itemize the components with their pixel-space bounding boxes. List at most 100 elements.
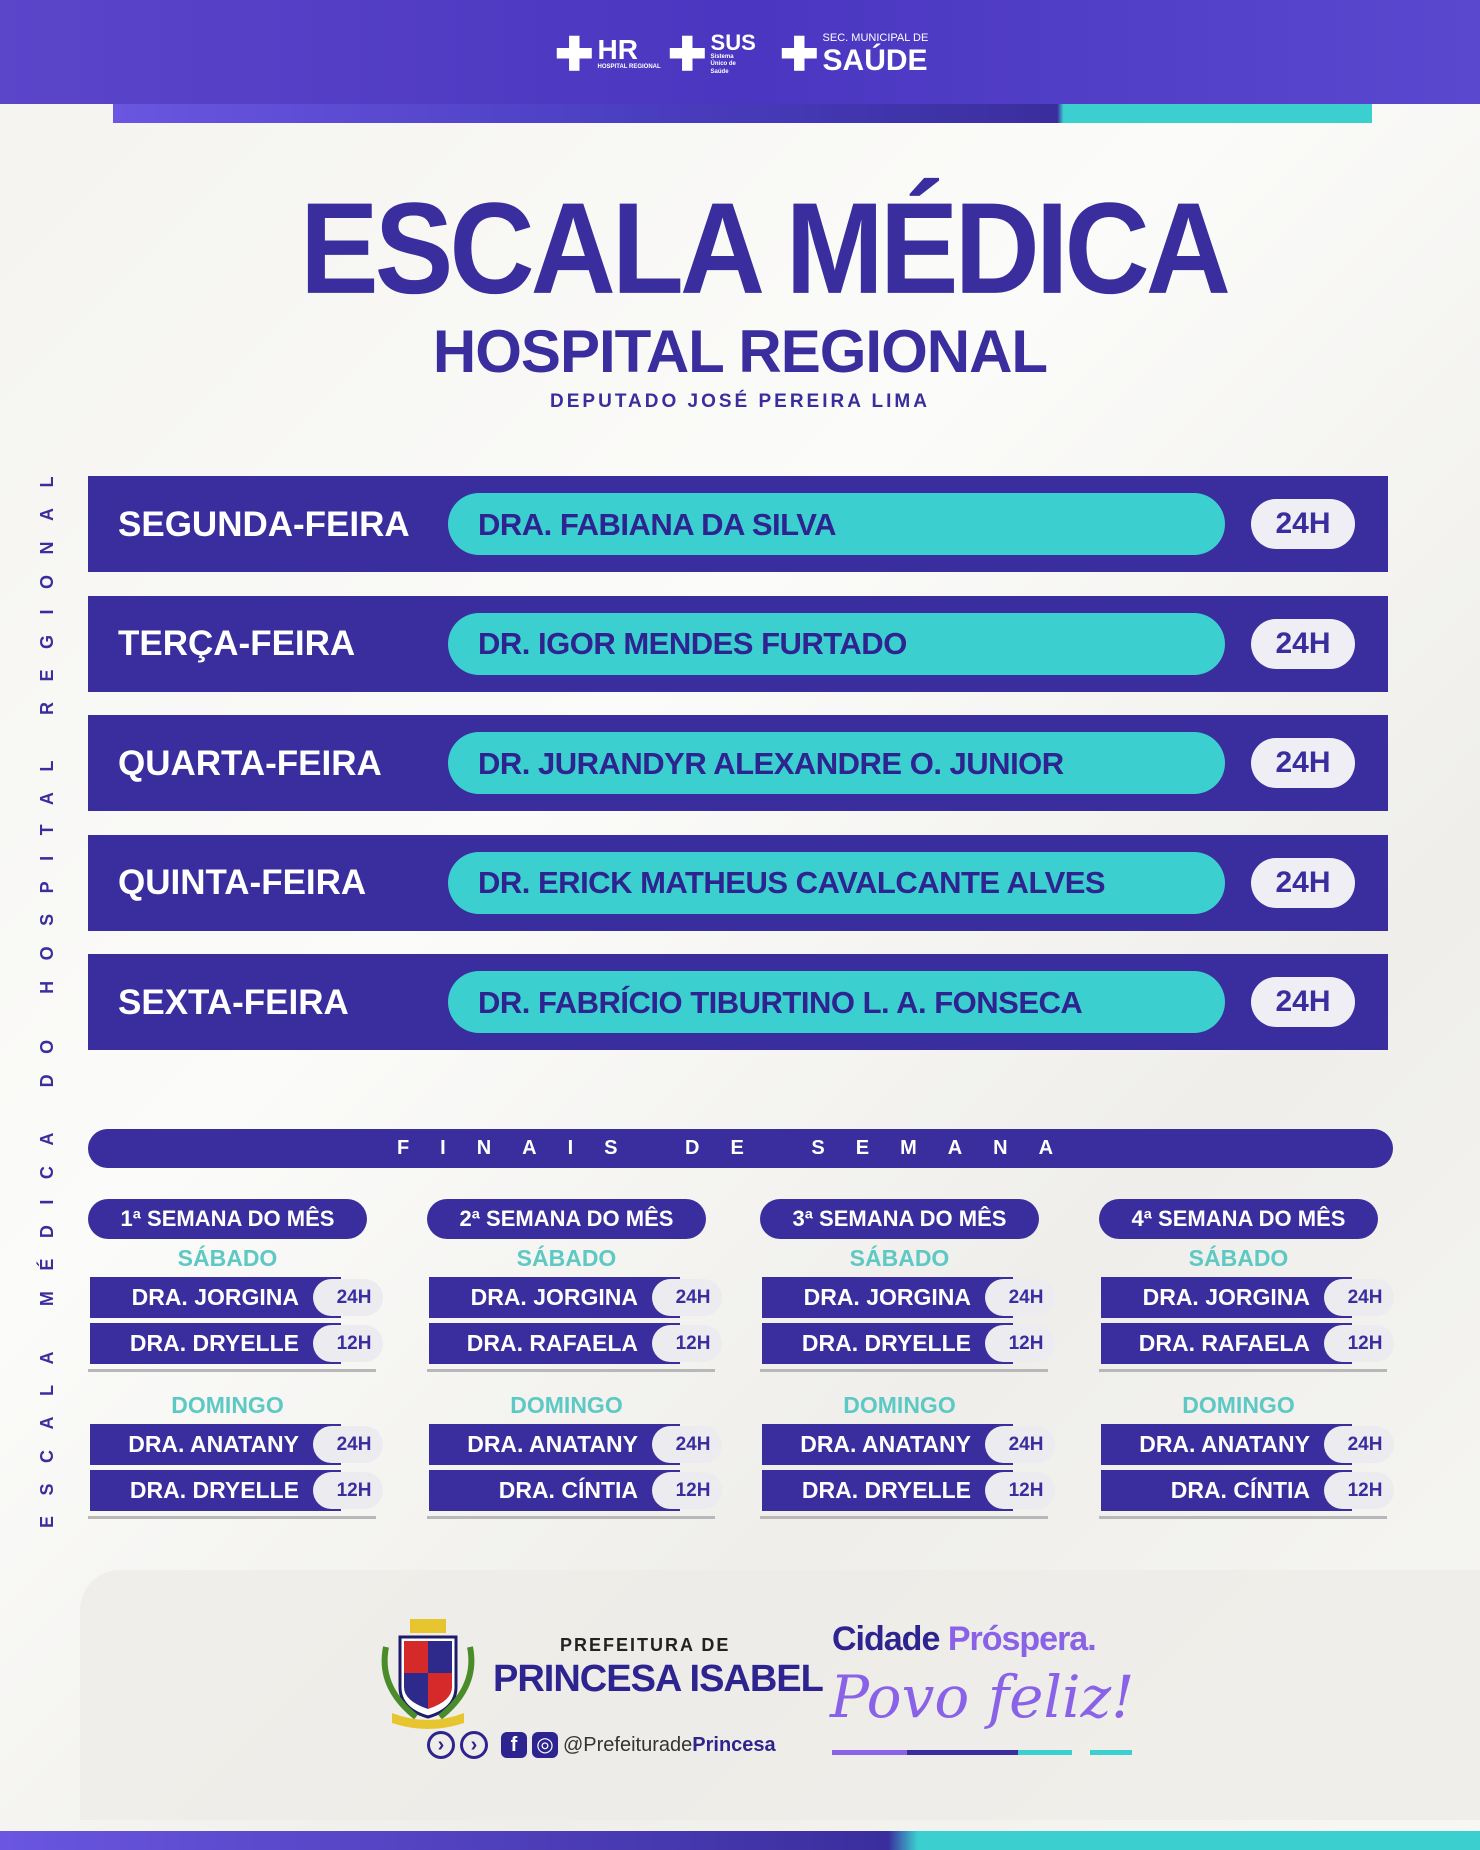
weekend-shift-row: DRA. ANATANY 24H [427,1424,722,1466]
divider [1099,1516,1387,1519]
decorative-stripe [113,104,1372,123]
saturday-label: SÁBADO [177,1245,278,1271]
weekday-row: QUARTA-FEIRA DR. JURANDYR ALEXANDRE O. J… [88,715,1388,811]
page-title: ESCALA MÉDICA [300,176,1231,322]
weekend-doctor-name: DRA. JORGINA [1101,1277,1352,1318]
shift-hours-badge: 12H [985,1325,1055,1362]
facebook-icon[interactable]: f [501,1732,527,1758]
page-subtitle: HOSPITAL REGIONAL [432,318,1048,385]
weekday-label: TERÇA-FEIRA [118,624,356,663]
weekend-shift-row: DRA. JORGINA 24H [427,1277,722,1319]
weekend-doctor-name: DRA. DRYELLE [762,1323,1013,1364]
slogan-line1: Cidade Próspera. [832,1620,1097,1658]
week-of-month-pill: 3ª SEMANA DO MÊS [760,1199,1039,1239]
city-name: PRINCESA ISABEL [493,1658,824,1700]
weekend-doctor-name: DRA. CÍNTIA [1101,1470,1352,1511]
shift-hours-badge: 12H [652,1325,722,1362]
weekend-shift-row: DRA. CÍNTIA 12H [427,1470,722,1512]
saturday-label: SÁBADO [516,1245,617,1271]
slogan-line2: Povo feliz! [830,1663,1135,1731]
weekend-doctor-name: DRA. DRYELLE [762,1470,1013,1511]
chevron-right-icon: › [460,1731,488,1759]
divider [88,1369,376,1372]
weekend-shift-row: DRA. DRYELLE 12H [88,1470,383,1512]
weekend-column: 1ª SEMANA DO MÊS SÁBADO DRA. JORGINA 24H DR… [88,1199,388,1533]
cross-icon: ✚ [668,28,707,80]
weekend-doctor-name: DRA. JORGINA [429,1277,680,1318]
sunday-label: DOMINGO [510,1392,623,1418]
shift-hours-badge: 24H [1251,499,1355,549]
social-handle[interactable]: @PrefeituradePrincesa [563,1734,776,1756]
weekend-shift-row: DRA. ANATANY 24H [760,1424,1055,1466]
slogan-underline [832,1750,1132,1755]
divider [760,1516,1048,1519]
divider [1099,1369,1387,1372]
chevron-right-icon: › [427,1731,455,1759]
shift-hours-badge: 24H [652,1426,722,1463]
doctor-name-pill: DRA. FABIANA DA SILVA [448,493,1225,555]
weekday-row: SEXTA-FEIRA DR. FABRÍCIO TIBURTINO L. A.… [88,954,1388,1050]
shift-hours-badge: 24H [313,1279,383,1316]
weekday-label: SEXTA-FEIRA [118,982,349,1022]
cross-icon: ✚ [780,28,819,80]
shift-hours-badge: 24H [1251,738,1355,788]
week-of-month-pill: 1ª SEMANA DO MÊS [88,1199,367,1239]
shift-hours-badge: 24H [1251,857,1355,908]
doctor-name-pill: DR. FABRÍCIO TIBURTINO L. A. FONSECA [448,971,1225,1033]
saturday-label: SÁBADO [1188,1245,1289,1271]
city-coat-of-arms [381,1619,475,1729]
prefeitura-label: PREFEITURA DE [560,1635,731,1655]
doctor-name-pill: DR. IGOR MENDES FURTADO [448,612,1225,675]
weekend-shift-row: DRA. DRYELLE 12H [88,1323,383,1365]
weekend-column: 4ª SEMANA DO MÊS SÁBADO DRA. JORGINA 24H DR… [1099,1199,1399,1533]
footer-panel [80,1570,1480,1820]
weekend-shift-row: DRA. RAFAELA 12H [427,1323,722,1365]
cross-icon: ✚ [555,28,594,80]
weekday-row: TERÇA-FEIRA DR. IGOR MENDES FURTADO 24H [88,595,1388,692]
weekend-doctor-name: DRA. DRYELLE [90,1323,341,1364]
week-of-month-pill: 2ª SEMANA DO MÊS [427,1199,706,1239]
weekend-shift-row: DRA. ANATANY 24H [88,1424,383,1466]
shift-hours-badge: 24H [1251,618,1355,669]
shift-hours-badge: 12H [313,1325,383,1362]
weekend-shift-row: DRA. RAFAELA 12H [1099,1323,1394,1365]
sunday-label: DOMINGO [171,1392,284,1418]
shift-hours-badge: 12H [1324,1472,1394,1509]
weekend-shift-row: DRA. DRYELLE 12H [760,1470,1055,1512]
sunday-label: DOMINGO [843,1392,956,1418]
hospital-name: DEPUTADO JOSÉ PEREIRA LIMA [550,391,930,412]
shift-hours-badge: 24H [1251,977,1355,1027]
divider [427,1369,715,1372]
shift-hours-badge: 12H [313,1472,383,1509]
saturday-label: SÁBADO [849,1245,950,1271]
weekend-shift-row: DRA. JORGINA 24H [760,1277,1055,1319]
sus-logo: ✚ SUS Sistema Único de Saúde [668,28,756,80]
weekday-label: SEGUNDA-FEIRA [118,504,410,544]
weekend-doctor-name: DRA. CÍNTIA [429,1470,680,1511]
shift-hours-badge: 24H [1324,1279,1394,1316]
weekday-label: QUARTA-FEIRA [118,743,382,783]
header-banner [0,0,1480,104]
weekend-shift-row: DRA. CÍNTIA 12H [1099,1470,1394,1512]
weekday-label: QUINTA-FEIRA [118,863,367,902]
instagram-icon[interactable]: ◎ [532,1732,558,1758]
weekend-shift-row: DRA. JORGINA 24H [88,1277,383,1319]
weekday-row: SEGUNDA-FEIRA DRA. FABIANA DA SILVA 24H [88,476,1388,572]
shift-hours-badge: 24H [652,1279,722,1316]
decorative-stripe [0,1831,1480,1850]
shift-hours-badge: 12H [652,1472,722,1509]
weekend-shift-row: DRA. JORGINA 24H [1099,1277,1394,1319]
sunday-label: DOMINGO [1182,1392,1295,1418]
week-of-month-pill: 4ª SEMANA DO MÊS [1099,1199,1378,1239]
weekend-doctor-name: DRA. JORGINA [762,1277,1013,1318]
weekends-header: FINAIS DE SEMANA [88,1129,1393,1168]
divider [427,1516,715,1519]
shift-hours-badge: 24H [985,1279,1055,1316]
weekend-doctor-name: DRA. ANATANY [90,1424,341,1465]
weekend-column: 2ª SEMANA DO MÊS SÁBADO DRA. JORGINA 24H DR… [427,1199,727,1533]
social-row: › › f ◎ @PrefeituradePrincesa [427,1731,776,1759]
weekend-shift-row: DRA. DRYELLE 12H [760,1323,1055,1365]
weekend-doctor-name: DRA. DRYELLE [90,1470,341,1511]
shift-hours-badge: 12H [1324,1325,1394,1362]
weekend-doctor-name: DRA. RAFAELA [1101,1323,1352,1364]
